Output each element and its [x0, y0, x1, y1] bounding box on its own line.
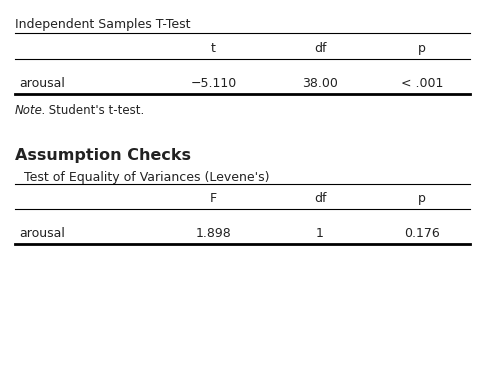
Text: p: p: [417, 192, 425, 205]
Text: < .001: < .001: [400, 77, 442, 90]
Text: arousal: arousal: [19, 227, 65, 240]
Text: Student's t-test.: Student's t-test.: [45, 104, 144, 117]
Text: Test of Equality of Variances (Levene's): Test of Equality of Variances (Levene's): [24, 171, 269, 184]
Text: arousal: arousal: [19, 77, 65, 90]
Text: 0.176: 0.176: [403, 227, 439, 240]
Text: Independent Samples T-Test: Independent Samples T-Test: [15, 18, 190, 31]
Text: 1: 1: [316, 227, 323, 240]
Text: df: df: [313, 192, 326, 205]
Text: F: F: [210, 192, 216, 205]
Text: Note.: Note.: [15, 104, 46, 117]
Text: Assumption Checks: Assumption Checks: [15, 148, 190, 163]
Text: 38.00: 38.00: [302, 77, 337, 90]
Text: 1.898: 1.898: [195, 227, 231, 240]
Text: −5.110: −5.110: [190, 77, 236, 90]
Text: p: p: [417, 42, 425, 55]
Text: df: df: [313, 42, 326, 55]
Text: t: t: [211, 42, 215, 55]
